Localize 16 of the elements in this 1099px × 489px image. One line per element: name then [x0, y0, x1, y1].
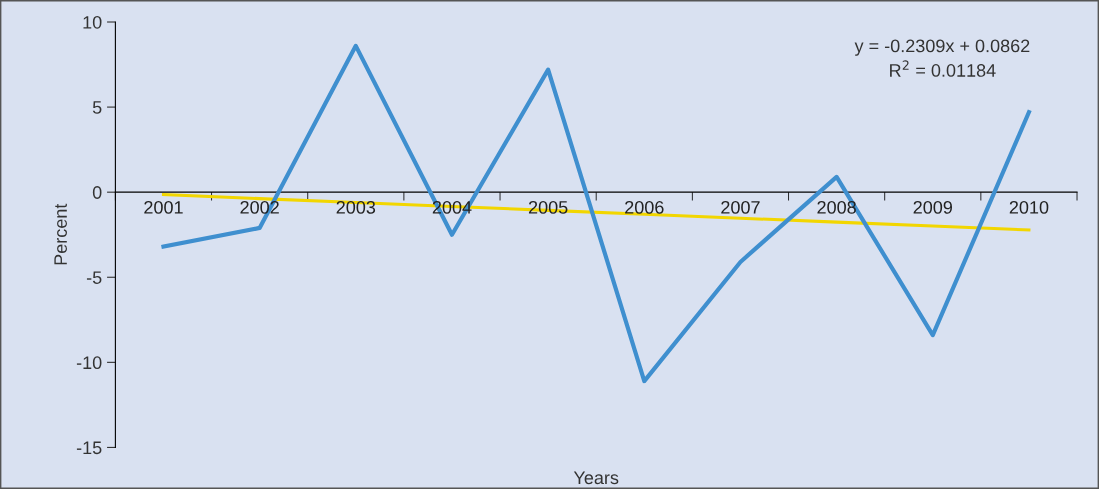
x-tick-label: 2010: [1009, 200, 1049, 214]
x-tick-label: 2001: [144, 200, 183, 214]
y-tick-label: 0: [92, 186, 102, 199]
annotation: y = -0.2309x + 0.0862 R$^{2}$ = 0.01184: [854, 39, 1030, 77]
x-axis-title: Years: [573, 471, 619, 485]
x-tick-label: 2007: [721, 200, 760, 214]
y-tick-label: -15: [76, 441, 102, 455]
x-tick-label: 2004: [432, 200, 472, 214]
y-tick-label: 5: [92, 101, 102, 114]
y-axis-title: Percent: [54, 203, 67, 265]
y-tick-label: 10: [83, 15, 102, 29]
y-tick-label: -10: [76, 356, 102, 370]
y-tick-label: -5: [86, 271, 102, 284]
x-tick-label: 2009: [913, 200, 953, 214]
x-tick-label: 2006: [625, 200, 664, 214]
x-tick-label: 2003: [336, 200, 376, 214]
